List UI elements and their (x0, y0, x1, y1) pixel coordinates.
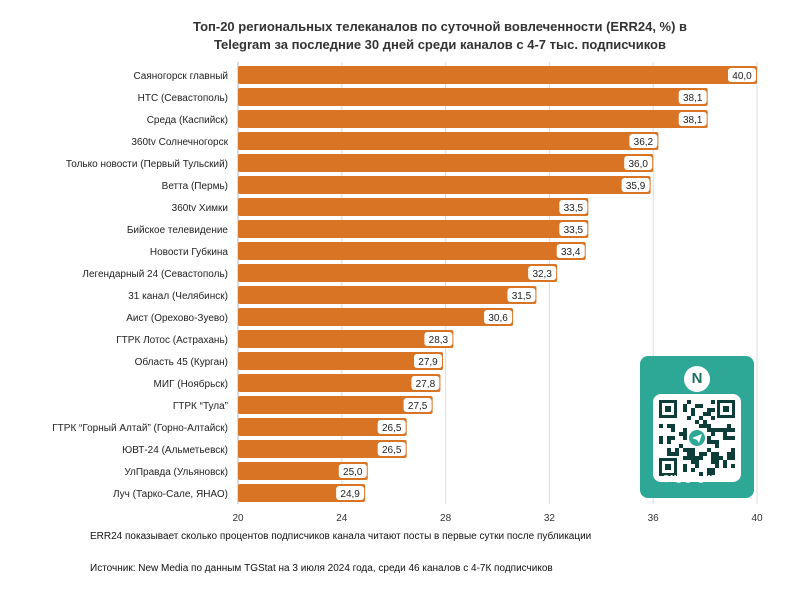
category-label: ГТРК “Горный Алтай” (Горно-Алтайск) (52, 423, 228, 434)
new-media-logo: N (684, 366, 710, 392)
x-tick-label: 24 (336, 513, 348, 524)
chart-title-line-2: Telegram за последние 30 дней среди кана… (214, 37, 666, 52)
chart-title-line-1: Топ-20 региональных телеканалов по суточ… (192, 19, 688, 34)
value-label: 35,9 (626, 181, 646, 192)
value-label: 36,0 (628, 159, 648, 170)
value-label: 32,3 (532, 269, 552, 280)
value-label-box (338, 464, 367, 478)
bar (238, 110, 708, 128)
value-label: 33,4 (561, 247, 581, 258)
value-label: 25,0 (343, 467, 363, 478)
chart-title: Топ-20 региональных телеканалов по суточ… (150, 18, 730, 54)
bar (238, 132, 659, 150)
category-label: МИГ (Ноябрьск) (154, 378, 228, 390)
footnote: ERR24 показывает сколько процентов подпи… (90, 531, 592, 542)
bar (238, 352, 444, 370)
value-label-box (556, 244, 585, 258)
value-label: 24,9 (340, 489, 360, 500)
value-label: 28,3 (429, 335, 449, 346)
value-label-box (629, 134, 658, 148)
bar (238, 440, 407, 458)
bar (238, 396, 433, 414)
value-label-box (559, 222, 588, 236)
value-label: 33,5 (564, 203, 584, 214)
category-label: ГТРК Лотос (Астрахань) (116, 335, 228, 346)
bar (238, 462, 368, 480)
bar (238, 484, 366, 502)
bar (238, 264, 558, 282)
value-label: 27,8 (416, 379, 436, 390)
value-label: 26,5 (382, 423, 402, 434)
value-label-box (528, 266, 557, 280)
source-note: Источник: New Media по данным TGStat на … (90, 563, 553, 574)
value-label: 38,1 (683, 115, 703, 126)
qr-code-icon (653, 394, 741, 482)
value-label-box (507, 288, 536, 302)
category-label: Среда (Каспийск) (147, 115, 228, 126)
value-label-box (403, 398, 432, 412)
value-label-box (424, 332, 453, 346)
qr-card[interactable]: N @N_E_W_MEDIA (640, 356, 754, 498)
bar (238, 308, 514, 326)
bar (238, 198, 589, 216)
bar (238, 176, 651, 194)
category-label: 31 канал (Челябинск) (128, 290, 228, 302)
bar (238, 220, 589, 238)
category-label: НТС (Севастополь) (138, 93, 228, 104)
category-label: УлПравда (Ульяновск) (124, 467, 228, 478)
value-label: 31,5 (512, 291, 532, 302)
bar (238, 374, 441, 392)
bar (238, 418, 407, 436)
value-label-box (624, 156, 653, 170)
value-label: 27,9 (418, 357, 438, 368)
value-label-box (377, 442, 406, 456)
value-label-box (678, 112, 707, 126)
bar-chart: Саяногорск главный 40,0 НТС (Севастополь) 3… (52, 62, 763, 524)
bar (238, 88, 708, 106)
category-label: ГТРК “Тула” (173, 401, 228, 412)
category-label: Новости Губкина (150, 246, 229, 258)
category-label: Бийское телевидение (127, 225, 229, 236)
category-label: 360tv Солнечногорск (131, 137, 228, 148)
bar (238, 154, 654, 172)
bar (238, 66, 757, 84)
value-label: 30,6 (488, 313, 508, 324)
value-label: 36,2 (634, 137, 654, 148)
value-label-box (621, 178, 650, 192)
category-label: Саяногорск главный (133, 71, 228, 82)
value-label: 38,1 (683, 93, 703, 104)
value-label: 27,5 (408, 401, 428, 412)
value-label-box (728, 68, 756, 82)
bar (238, 242, 586, 260)
value-label-box (411, 376, 440, 390)
category-label: Аист (Орехово-Зуево) (126, 313, 228, 324)
category-label: Легендарный 24 (Севастополь) (82, 269, 228, 280)
x-tick-label: 36 (648, 513, 660, 524)
value-label-box (336, 486, 365, 500)
x-tick-label: 32 (544, 513, 556, 524)
value-label: 33,5 (564, 225, 584, 236)
bar (238, 330, 454, 348)
x-tick-label: 20 (232, 513, 244, 524)
x-tick-label: 28 (440, 513, 452, 524)
category-label: Луч (Тарко-Сале, ЯНАО) (113, 489, 228, 500)
bar (238, 286, 537, 304)
category-label: Только новости (Первый Тульский) (66, 159, 228, 170)
category-label: Ветта (Пермь) (162, 181, 228, 192)
value-label-box (484, 310, 513, 324)
value-label-box (559, 200, 588, 214)
value-label: 40,0 (732, 71, 752, 82)
value-label: 26,5 (382, 445, 402, 456)
category-label: Область 45 (Курган) (135, 356, 228, 368)
value-label-box (678, 90, 707, 104)
x-tick-label: 40 (751, 513, 763, 524)
qr-handle: @N_E_W_MEDIA (661, 474, 733, 483)
value-label-box (414, 354, 443, 368)
value-label-box (377, 420, 406, 434)
category-label: 360tv Химки (172, 203, 228, 214)
category-label: ЮВТ-24 (Альметьевск) (122, 445, 228, 456)
